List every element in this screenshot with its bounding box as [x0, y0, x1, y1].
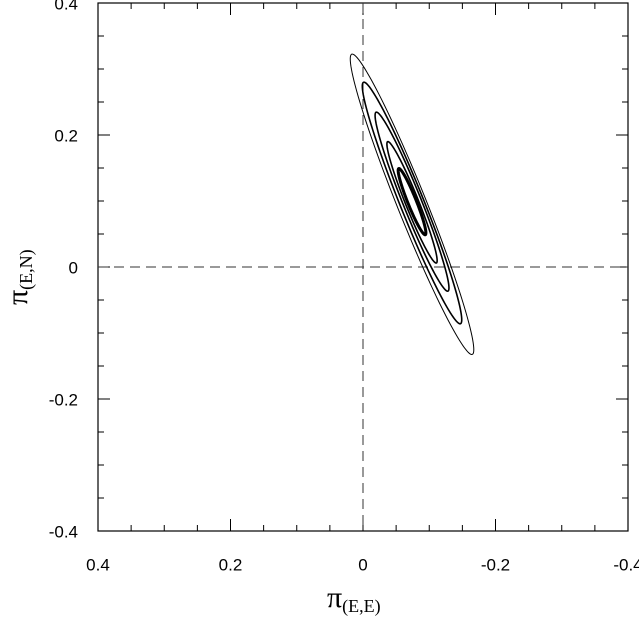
x-tick-label: 0	[358, 555, 367, 574]
x-tick-label: -0.4	[613, 555, 639, 574]
contour	[396, 167, 428, 237]
y-tick-label: -0.2	[49, 390, 78, 409]
y-tick-label: -0.4	[49, 522, 78, 541]
contour	[349, 53, 475, 356]
x-axis-label: π(E,E)	[327, 581, 381, 617]
x-tick-label: 0.4	[86, 555, 110, 574]
x-tick-label: 0.2	[219, 555, 243, 574]
y-tick-label: 0.4	[54, 0, 78, 13]
contour	[374, 111, 450, 293]
y-tick-label: 0.2	[54, 126, 78, 145]
y-tick-label: 0	[69, 258, 78, 277]
contour	[361, 81, 463, 325]
contour	[386, 140, 438, 264]
y-axis-label: π(E,N)	[1, 249, 37, 305]
x-tick-label: -0.2	[481, 555, 510, 574]
